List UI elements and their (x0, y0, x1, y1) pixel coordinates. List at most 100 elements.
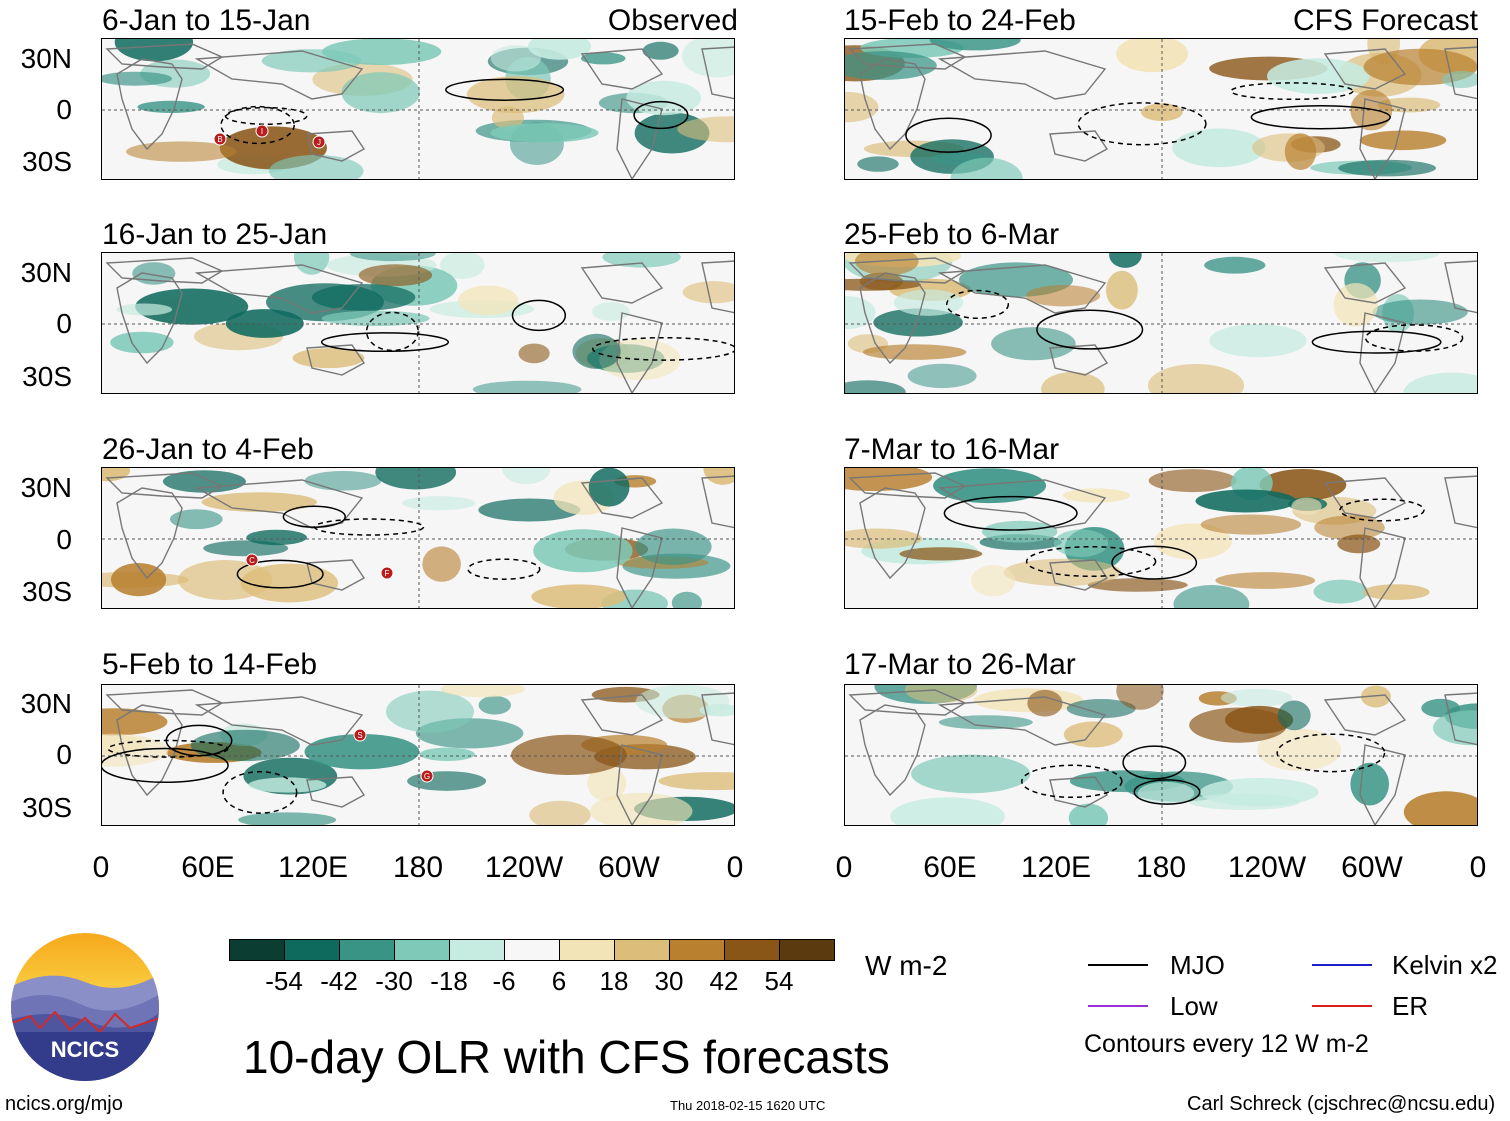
olr-anomaly-blob (1153, 523, 1232, 560)
olr-anomaly-blob (358, 264, 433, 287)
lon-label: 0 (92, 851, 110, 884)
olr-anomaly-blob (1334, 253, 1440, 263)
lat-label: 30N (20, 472, 72, 503)
panel-title: 15-Feb to 24-Feb (844, 4, 1076, 37)
mjo-contour (1111, 545, 1198, 580)
coastline (306, 130, 366, 162)
coastline (701, 46, 734, 100)
mjo-contour (365, 311, 419, 352)
olr-anomaly-blob (1267, 58, 1370, 94)
coastline (105, 472, 224, 499)
colorbar-tick: 6 (551, 966, 567, 996)
olr-anomaly-blob (490, 45, 541, 72)
lat-label: 0 (56, 739, 72, 770)
olr-anomaly-blob (114, 39, 194, 62)
olr-anomaly-blob (899, 547, 983, 561)
mjo-contour (445, 78, 565, 101)
mjo-contour (1025, 545, 1157, 578)
olr-anomaly-blob (1215, 572, 1316, 589)
coastline (848, 472, 967, 499)
mjo-contour (222, 770, 298, 814)
panel-title: 16-Jan to 25-Jan (102, 218, 328, 251)
panel-label-observed: Observed (607, 4, 738, 37)
olr-anomaly-blob (1195, 489, 1297, 513)
coastline (116, 272, 183, 365)
olr-anomaly-blob (1137, 781, 1195, 805)
olr-anomaly-blob (855, 253, 919, 276)
coastline (194, 696, 364, 746)
olr-anomaly-blob (293, 253, 330, 275)
olr-anomaly-blob (602, 253, 681, 268)
footer-timestamp: Thu 2018-02-15 1620 UTC (670, 1098, 826, 1113)
lat-label: 30N (20, 688, 72, 719)
colorbar-swatch (559, 939, 615, 961)
olr-anomaly-blob (1204, 256, 1266, 274)
lon-label: 60W (598, 851, 660, 884)
legend-line-kelvin (1312, 964, 1372, 966)
colorbar-swatch (669, 939, 725, 961)
olr-anomaly-blob (592, 302, 630, 321)
olr-anomaly-blob (1200, 514, 1302, 535)
coastline (1323, 694, 1407, 736)
coastline (859, 487, 926, 580)
olr-anomaly-blob (135, 288, 249, 325)
lon-label: 60W (1341, 851, 1403, 884)
lat-label: 30N (20, 43, 72, 74)
coastline (105, 43, 224, 70)
panel-title: 25-Feb to 6-Mar (844, 218, 1060, 251)
mjo-contour (320, 332, 450, 353)
olr-anomaly-blob (490, 123, 599, 143)
colorbar-swatch (284, 939, 340, 961)
coastline (1323, 262, 1407, 304)
panel-label-forecast: CFS Forecast (1292, 4, 1478, 37)
olr-anomaly-blob (1284, 133, 1317, 170)
lat-label: 0 (56, 94, 72, 125)
olr-anomaly-blob (116, 303, 173, 316)
storm-marker (213, 132, 227, 146)
coastline (859, 272, 926, 365)
panel-title: 17-Mar to 26-Mar (844, 648, 1076, 681)
coastline (848, 689, 967, 716)
coastline (937, 264, 1107, 314)
olr-anomaly-blob (904, 685, 978, 703)
olr-anomaly-blob (1066, 699, 1136, 719)
map-panel (844, 467, 1478, 609)
mjo-contour (1364, 324, 1464, 352)
olr-anomaly-blob (635, 528, 712, 565)
olr-anomaly-blob (528, 39, 592, 60)
olr-anomaly-blob (518, 343, 550, 364)
olr-anomaly-blob (162, 470, 246, 493)
coastline (1323, 48, 1407, 90)
olr-anomaly-blob (1054, 529, 1108, 557)
map-panel (844, 252, 1478, 394)
storm-marker-label: G (424, 772, 430, 781)
mjo-contour (1077, 102, 1207, 146)
mjo-contour (1036, 309, 1144, 350)
mjo-contour (945, 289, 1010, 320)
olr-anomaly-blob (1068, 803, 1109, 825)
olr-anomaly-blob (677, 116, 734, 143)
mjo-contour (1021, 764, 1123, 799)
mjo-contour (282, 505, 346, 528)
legend-note: Contours every 12 W m-2 (1084, 1030, 1369, 1058)
olr-anomaly-map (102, 253, 734, 393)
olr-anomaly-blob (589, 792, 693, 825)
coastline (580, 477, 664, 519)
olr-anomaly-blob (1337, 534, 1381, 554)
olr-anomaly-blob (671, 591, 702, 608)
olr-anomaly-blob (1277, 700, 1311, 731)
olr-anomaly-blob (1257, 728, 1342, 771)
olr-anomaly-blob (531, 584, 627, 608)
olr-anomaly-blob (311, 284, 416, 311)
coastline (194, 50, 364, 100)
lon-label: 60E (181, 851, 235, 884)
lon-label: 60E (923, 851, 977, 884)
olr-anomaly-blob (950, 157, 1023, 179)
lon-label: 120W (484, 851, 564, 884)
lat-label: 30S (22, 576, 72, 607)
olr-anomaly-blob (466, 76, 565, 114)
storm-marker-label: B (217, 135, 222, 144)
mjo-contour (1311, 330, 1442, 354)
map-panel (101, 252, 735, 394)
storm-marker (420, 769, 434, 783)
